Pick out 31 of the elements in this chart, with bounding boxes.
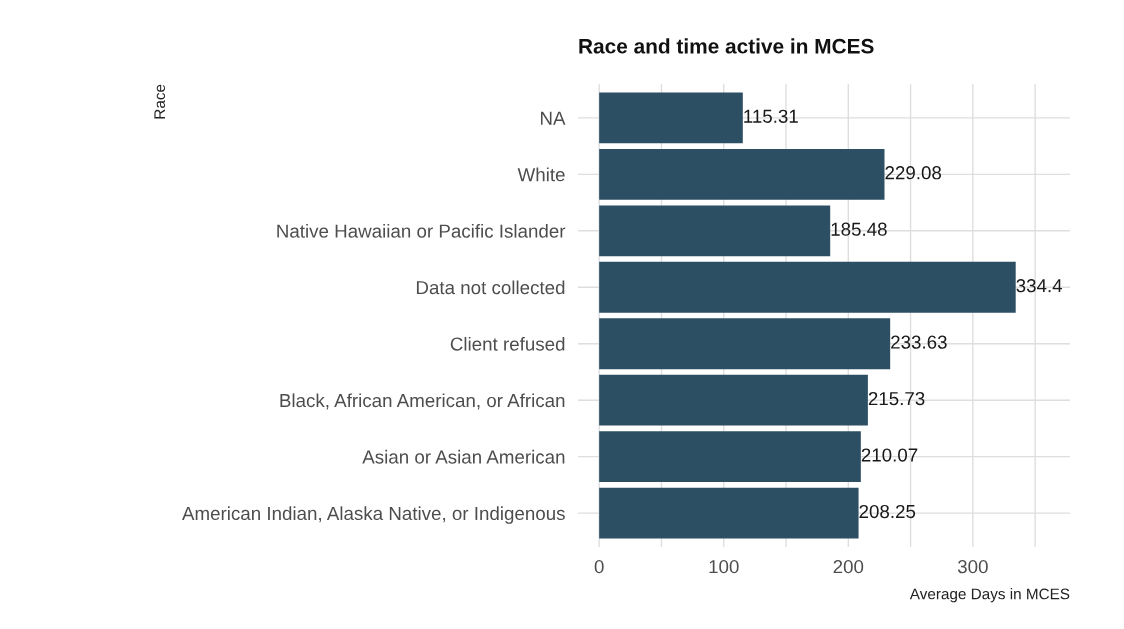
data-label: 229.08 xyxy=(885,166,942,180)
x-tick-label: 100 xyxy=(709,560,739,574)
data-label: 185.48 xyxy=(831,222,887,236)
data-label: 208.25 xyxy=(859,504,916,519)
y-tick-label: White xyxy=(517,167,565,182)
bar xyxy=(599,148,885,200)
y-tick-label: Native Hawaiian or Pacific Islander xyxy=(277,224,566,238)
data-label: 334.4 xyxy=(1016,279,1063,293)
bar xyxy=(599,261,1016,313)
y-tick-label: American Indian, Alaska Native, or Indigenous xyxy=(182,506,565,524)
x-tick-label: 0 xyxy=(594,560,604,574)
y-tick-label: Asian or Asian American xyxy=(362,449,565,464)
y-tick-label: Black, African American, or African xyxy=(280,393,565,410)
x-tick-label: 200 xyxy=(833,560,864,574)
bar xyxy=(599,92,743,144)
bar xyxy=(599,431,861,483)
data-label: 215.73 xyxy=(868,391,925,406)
y-tick-label: Data not collected xyxy=(416,280,565,295)
data-label: 210.07 xyxy=(861,448,918,462)
data-label: 115.31 xyxy=(744,109,798,123)
x-tick-label: 300 xyxy=(957,560,988,574)
y-tick-label: Client refused xyxy=(450,336,565,351)
chart-title: Race and time active in MCES xyxy=(579,38,874,54)
x-axis-title: Average Days in MCES xyxy=(909,588,1070,603)
bar xyxy=(599,318,891,370)
data-label: 233.63 xyxy=(891,335,947,349)
y-axis-title: Race xyxy=(154,84,166,119)
bar xyxy=(599,487,859,539)
bar xyxy=(599,205,831,257)
bar xyxy=(599,374,868,426)
y-tick-label: NA xyxy=(540,111,566,125)
